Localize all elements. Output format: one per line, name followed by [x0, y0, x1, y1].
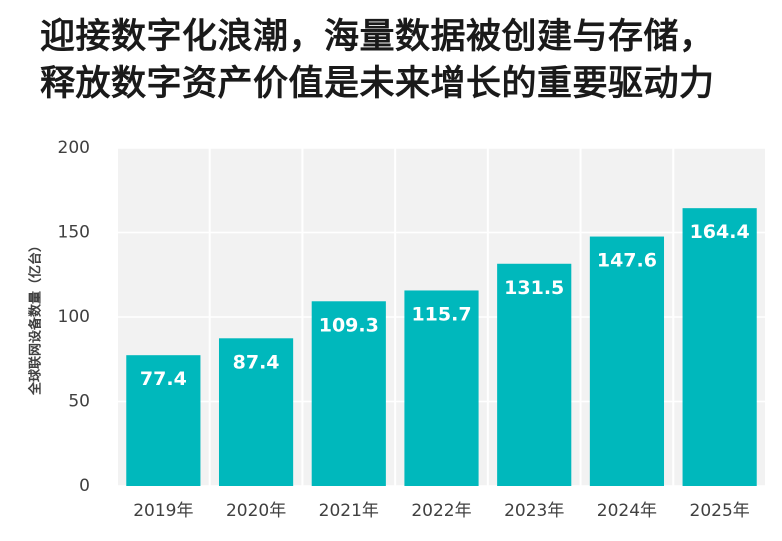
value-label: 147.6 [597, 250, 657, 272]
chart-title-line-1: 迎接数字化浪潮，海量数据被创建与存储， [40, 17, 715, 57]
y-tick-label: 50 [68, 392, 90, 412]
bar-2019年 [126, 355, 201, 486]
y-tick-label: 150 [58, 223, 90, 243]
bar-2025年 [682, 208, 757, 486]
value-label: 77.4 [140, 368, 187, 390]
x-tick-label: 2022年 [411, 501, 471, 521]
bar-2024年 [589, 236, 665, 486]
value-label: 115.7 [411, 303, 471, 325]
x-tick-label: 2024年 [597, 501, 657, 521]
x-tick-label: 2025年 [690, 501, 750, 521]
y-tick-label: 0 [79, 476, 90, 496]
x-tick-label: 2023年 [504, 501, 564, 521]
chart-title-line-2: 释放数字资产价值是未来增长的重要驱动力 [40, 64, 715, 104]
bar-2022年 [404, 290, 479, 486]
value-label: 87.4 [233, 351, 280, 373]
bar-2021年 [311, 301, 386, 486]
bar-2020年 [218, 338, 294, 486]
bar-2023年 [497, 263, 572, 486]
chart-title: 迎接数字化浪潮，海量数据被创建与存储， 释放数字资产价值是未来增长的重要驱动力 [40, 14, 775, 108]
bars-group [126, 208, 757, 486]
value-labels-group: 77.4 87.4 109.3 115.7 131.5 147.6 164.4 [140, 221, 750, 390]
x-tick-label: 2020年 [226, 501, 286, 521]
x-tick-label: 2021年 [319, 501, 379, 521]
x-axis-ticks: 2019年 2020年 2021年 2022年 2023年 2024年 2025年 [133, 501, 750, 521]
value-label: 109.3 [319, 314, 379, 336]
y-tick-label: 100 [58, 307, 90, 327]
x-tick-label: 2019年 [133, 501, 193, 521]
y-axis-ticks: 0 50 100 150 200 [58, 138, 90, 496]
y-tick-label: 200 [58, 138, 90, 158]
y-axis-label: 全球联网设备数量（亿台） [28, 239, 44, 396]
value-label: 131.5 [504, 277, 564, 299]
value-label: 164.4 [690, 221, 750, 243]
